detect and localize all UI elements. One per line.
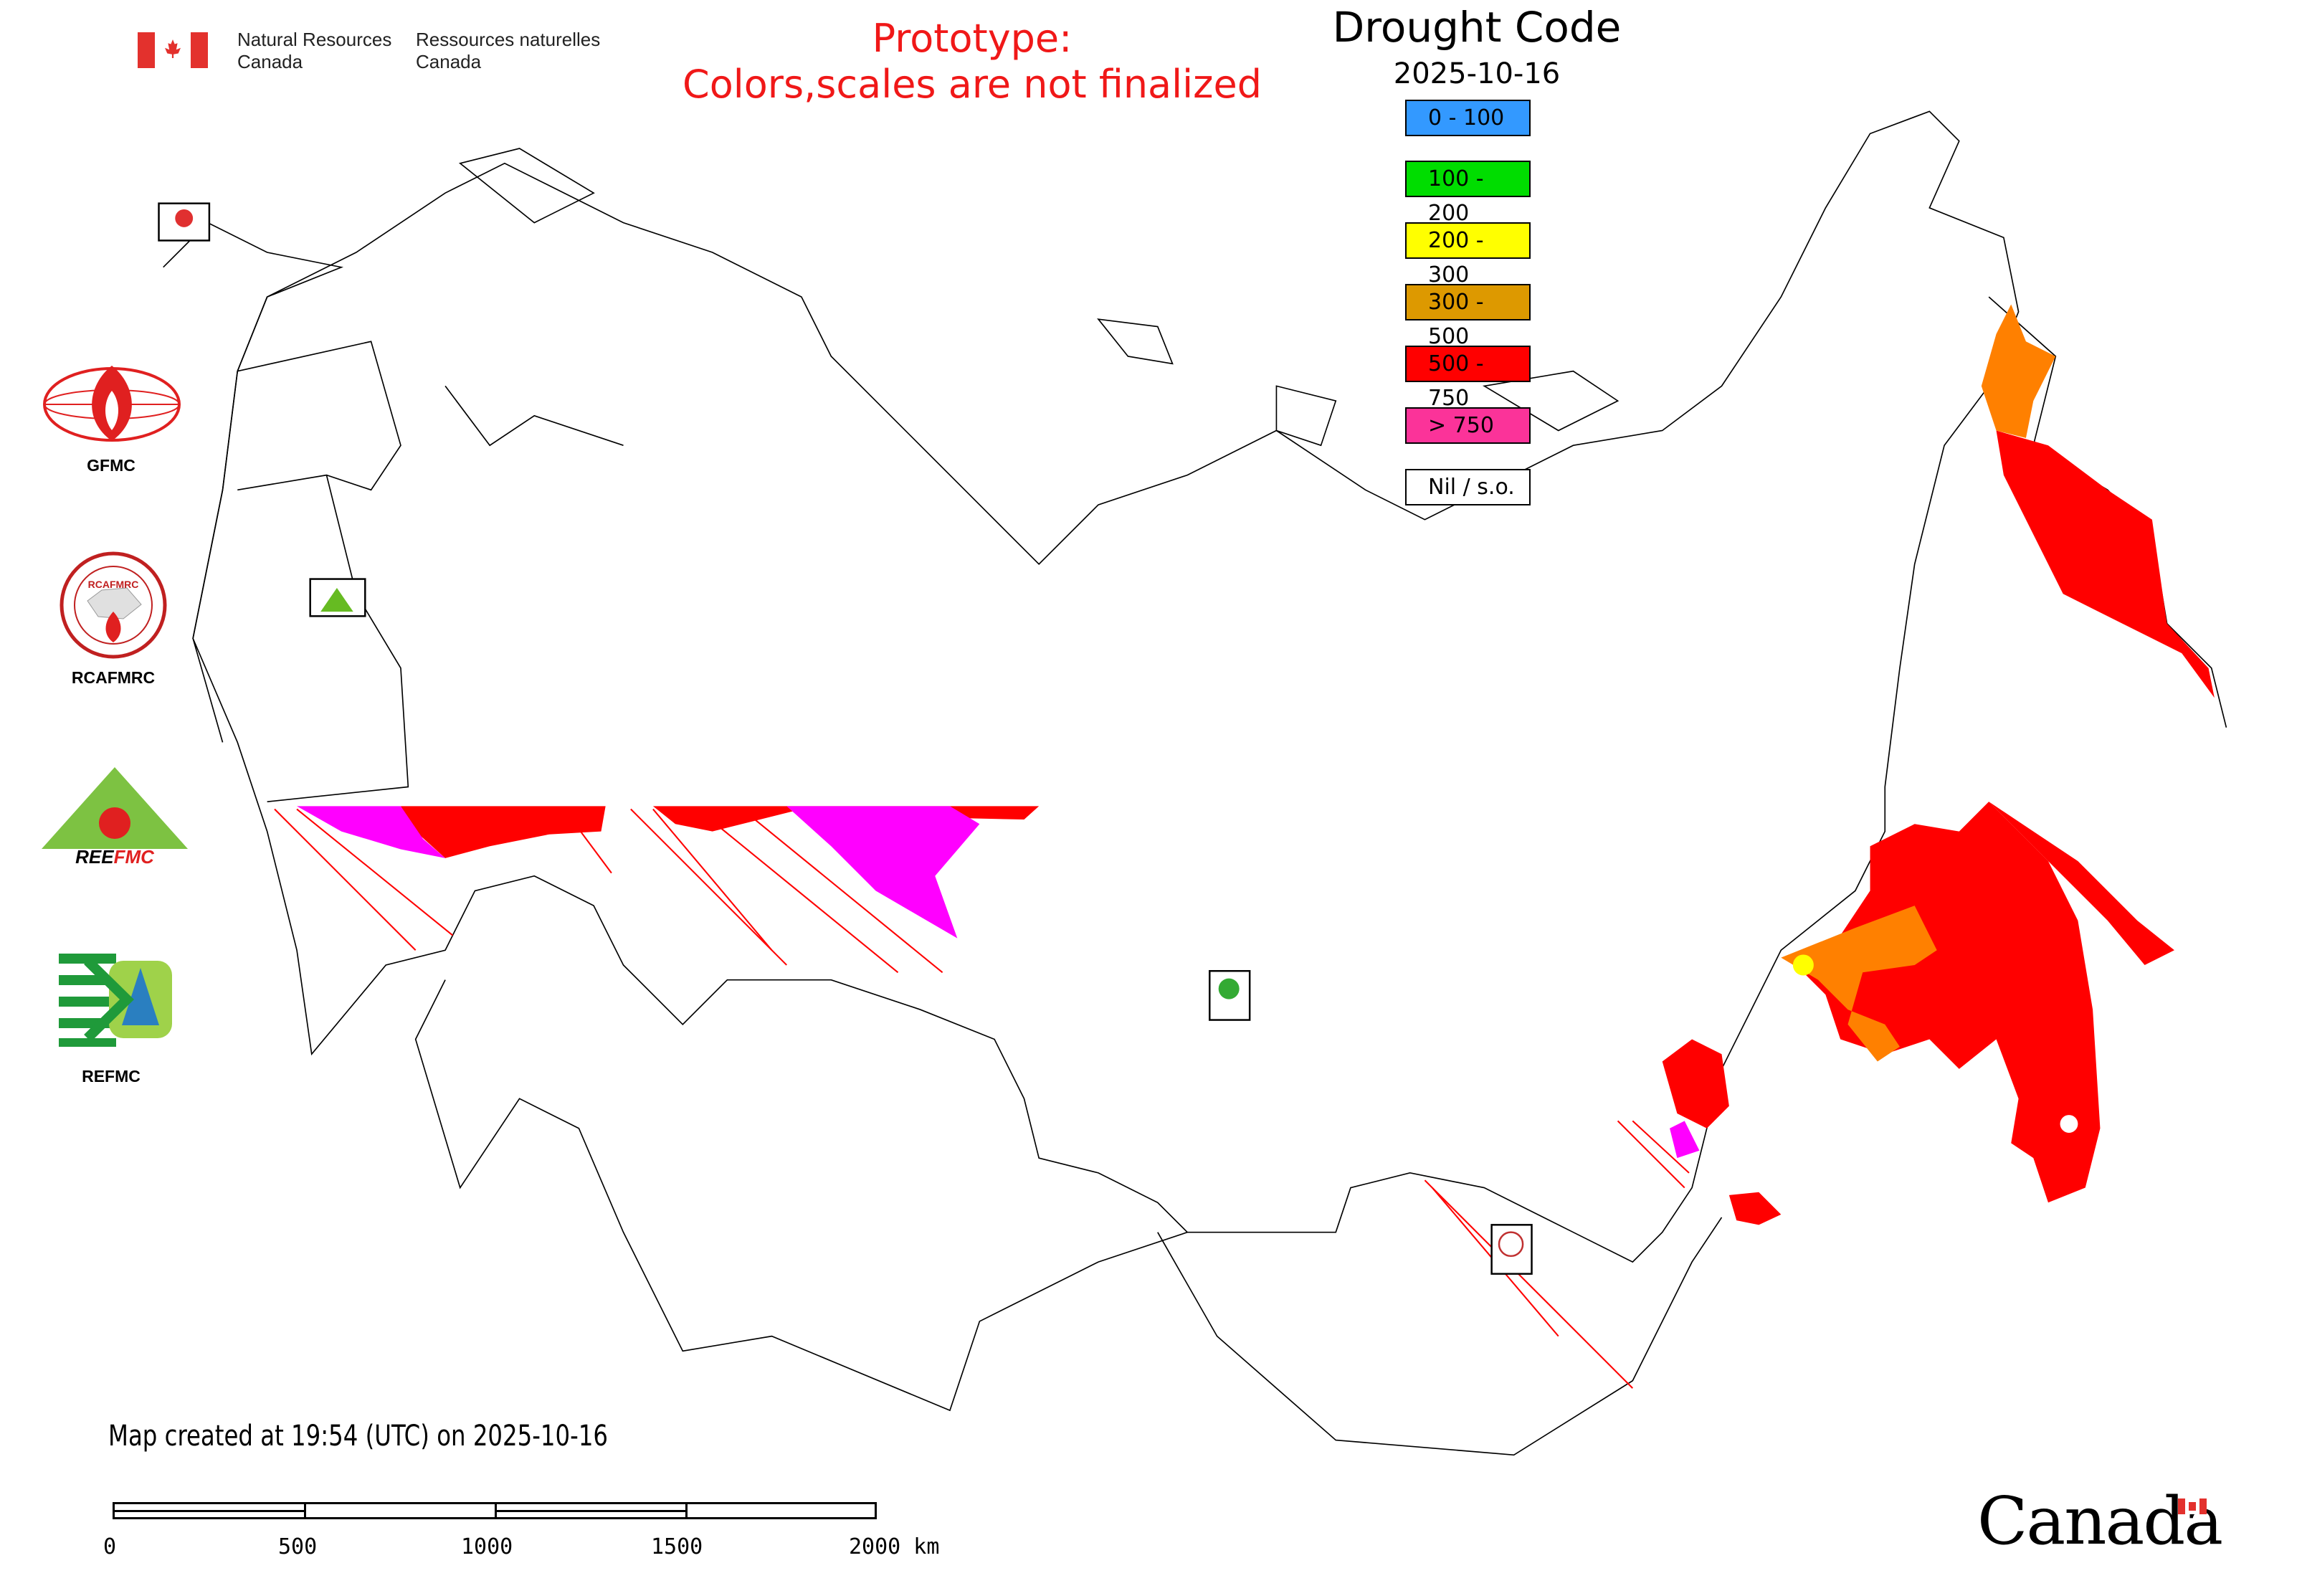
wordmark-flag-icon <box>2178 1498 2207 1514</box>
russia-outline <box>192 110 2020 1263</box>
yellow-spot <box>1792 954 1814 976</box>
sakhalin-fill-red <box>1989 802 2174 965</box>
legend-item: 100 - 200 <box>1405 161 1531 226</box>
legend-item: 500 - 750 <box>1405 346 1531 411</box>
scale-label-2000: 2000 km <box>849 1534 940 1559</box>
agency-name-fr: Ressources naturelles Canada <box>416 29 600 73</box>
central-asia-outline <box>414 979 1188 1412</box>
rcafmrc-label: RCAFMRC <box>71 668 156 687</box>
legend-title: Drought Code <box>1332 3 1622 52</box>
country-boundaries <box>163 110 2227 1456</box>
map-created-timestamp: Map created at 19:54 (UTC) on 2025-10-16 <box>108 1420 609 1453</box>
refmc-logo <box>59 946 172 1053</box>
rcafmrc-logo: RCAFMRC <box>60 551 167 659</box>
prototype-notice-line1: Prototype: <box>872 16 1072 61</box>
gfmc-logo <box>43 366 181 442</box>
agency-name-en: Natural Resources Canada <box>237 29 391 73</box>
arctic-islands-outline <box>458 148 1620 447</box>
kamchatka-fill-orange <box>1981 304 2056 438</box>
canada-flag-icon <box>138 32 208 68</box>
far-east-fill-red <box>1796 802 2101 1203</box>
canada-wordmark-text: Canada <box>1977 1483 2223 1559</box>
agency-fr-line2: Canada <box>416 51 482 72</box>
scale-label-500: 500 <box>278 1534 318 1559</box>
europe-borders <box>237 341 624 803</box>
scandinavia-outline <box>163 222 344 743</box>
svg-text:REEFMC: REEFMC <box>75 846 155 866</box>
canada-wordmark: Canada <box>1977 1483 2223 1559</box>
refmc-label: REFMC <box>82 1067 141 1086</box>
reefmc-logo: REEFMC <box>42 767 188 866</box>
mongolia-china-outline <box>1157 1217 1723 1456</box>
southeast-fill-red <box>1728 1192 1782 1225</box>
legend-item: 300 - 500 <box>1405 284 1531 349</box>
amur-fill-orange <box>1781 906 1937 1062</box>
drought-code-fill <box>274 304 2215 1389</box>
prototype-notice-line2: Colors,scales are not finalized <box>682 62 1262 107</box>
south-fill-magenta <box>1670 1121 1700 1159</box>
legend-item: Nil / s.o. <box>1405 469 1531 505</box>
legend-item: 200 - 300 <box>1405 222 1531 288</box>
scale-bar <box>113 1502 877 1519</box>
scale-label-0: 0 <box>103 1534 117 1559</box>
agency-en-line1: Natural Resources <box>237 29 392 50</box>
legend-date: 2025-10-16 <box>1393 57 1561 90</box>
region-markers <box>158 202 1533 1275</box>
agency-en-line2: Canada <box>237 51 303 72</box>
legend-item: > 750 <box>1405 407 1531 444</box>
svg-text:RCAFMRC: RCAFMRC <box>88 579 139 590</box>
scale-label-1500: 1500 <box>651 1534 703 1559</box>
south-fill-red <box>1662 1039 1729 1129</box>
agency-fr-line1: Ressources naturelles <box>416 29 601 50</box>
nodata-spot <box>2060 1115 2078 1133</box>
kamchatka-fill-red <box>1996 430 2215 698</box>
west-band-red <box>400 806 1040 858</box>
stripe-artifacts <box>274 808 1690 1389</box>
scale-label-1000: 1000 <box>461 1534 513 1559</box>
legend-item: 0 - 100 <box>1405 100 1531 136</box>
gfmc-label: GFMC <box>87 456 135 475</box>
west-band-magenta <box>297 806 980 939</box>
